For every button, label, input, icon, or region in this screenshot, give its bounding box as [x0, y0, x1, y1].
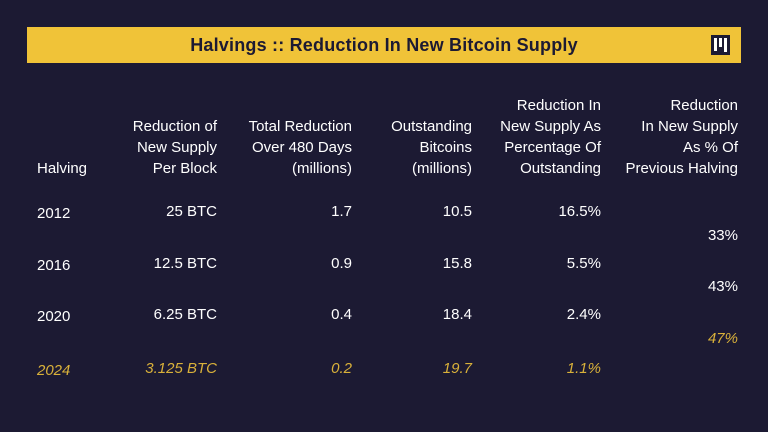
cell-prev-halving-2016: 33% — [707, 227, 738, 244]
cell-per-block-2016: 12.5 BTC — [153, 255, 217, 272]
cell-per-block-2020: 6.25 BTC — [153, 306, 217, 323]
cell-prev-halving-2024: 47% — [707, 330, 738, 347]
cell-total-2024: 0.2 — [331, 360, 352, 377]
header-reduction-pct-outstanding: Reduction In New Supply As Percentage Of… — [500, 97, 601, 177]
header-reduction-pct-previous: Reduction In New Supply As % Of Previous… — [625, 97, 738, 177]
cell-total-2020: 0.4 — [331, 306, 352, 323]
pantera-logo-icon — [711, 35, 730, 55]
header-total-reduction: Total Reduction Over 480 Days (millions) — [248, 118, 352, 177]
cell-outstanding-2016: 15.8 — [442, 255, 472, 272]
cell-per-block-2012: 25 BTC — [166, 203, 217, 220]
cell-halving-2012: 2012 — [37, 205, 71, 222]
cell-outstanding-2012: 10.5 — [442, 203, 472, 220]
cell-total-2012: 1.7 — [331, 203, 352, 220]
banner-title: Halvings :: Reduction In New Bitcoin Sup… — [190, 34, 578, 55]
cell-halving-2020: 2020 — [37, 308, 71, 325]
cell-pct-2012: 16.5% — [558, 203, 601, 220]
cell-outstanding-2024: 19.7 — [442, 360, 472, 377]
title-banner: Halvings :: Reduction In New Bitcoin Sup… — [27, 27, 741, 63]
header-reduction-per-block: Reduction of New Supply Per Block — [132, 118, 217, 177]
cell-per-block-2024: 3.125 BTC — [145, 360, 217, 377]
cell-total-2016: 0.9 — [331, 255, 352, 272]
header-halving: Halving — [37, 160, 88, 177]
cell-pct-2016: 5.5% — [566, 255, 601, 272]
cell-halving-2024: 2024 — [37, 362, 71, 379]
cell-halving-2016: 2016 — [37, 257, 71, 274]
cell-outstanding-2020: 18.4 — [442, 306, 472, 323]
cell-pct-2020: 2.4% — [566, 306, 601, 323]
header-outstanding-bitcoins: Outstanding Bitcoins (millions) — [391, 118, 472, 177]
cell-pct-2024: 1.1% — [566, 360, 601, 377]
cell-prev-halving-2020: 43% — [707, 278, 738, 295]
